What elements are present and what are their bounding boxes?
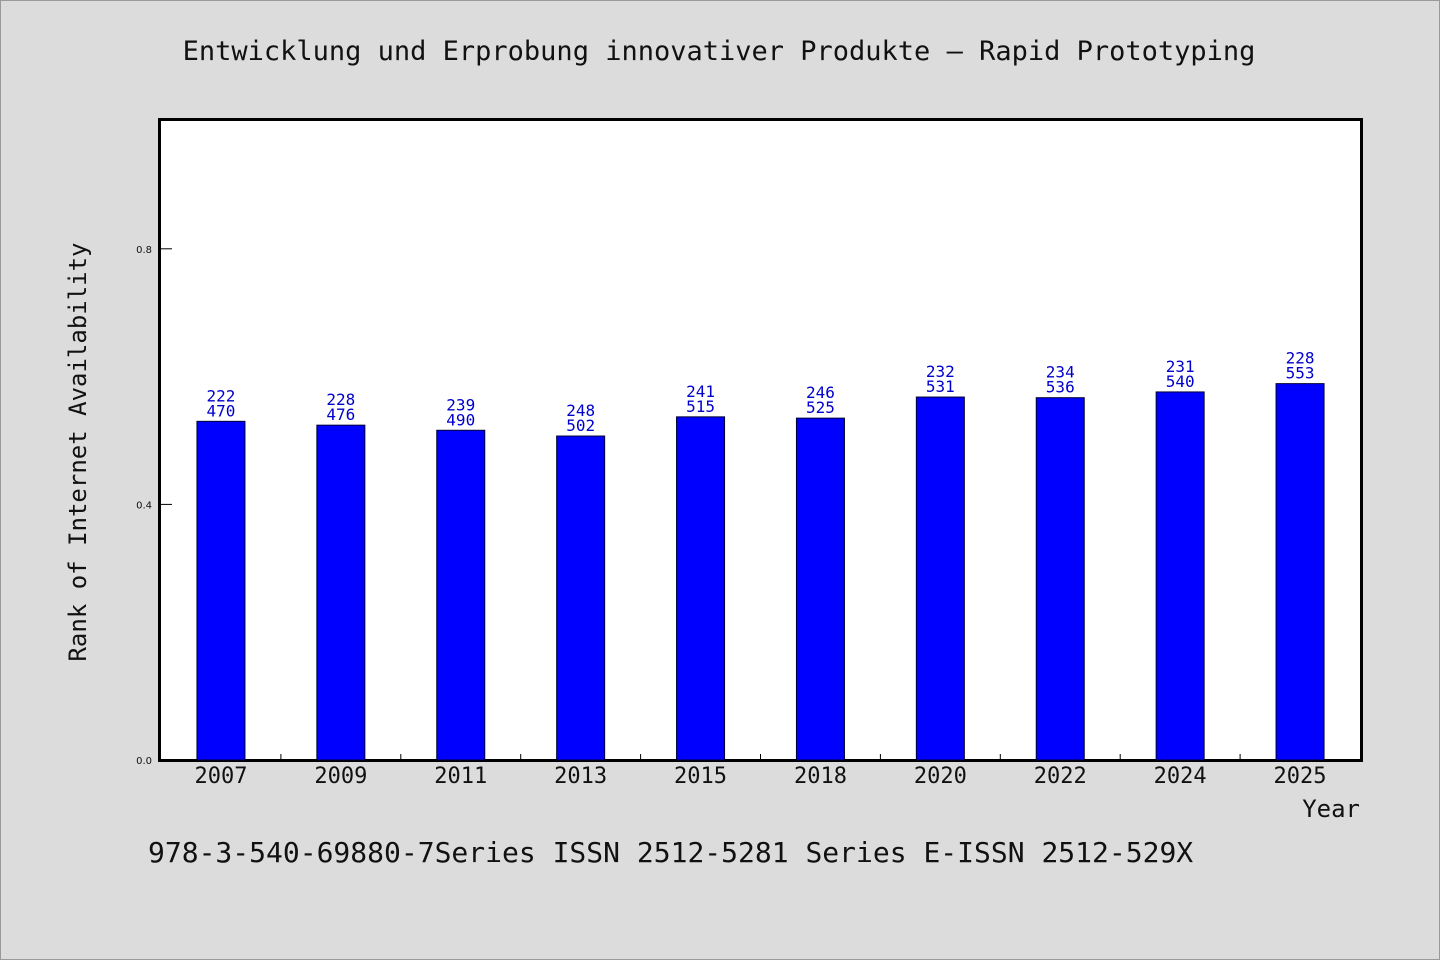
y-tick-label: 0.4 [136, 500, 152, 511]
bar-data-label-top: 231 [1166, 357, 1195, 376]
bar [436, 429, 486, 761]
bar-data-label-top: 228 [1286, 349, 1315, 368]
bar-data-label-top: 228 [326, 390, 355, 409]
bar-data-label-top: 246 [806, 383, 835, 402]
x-tick-label: 2011 [434, 764, 487, 789]
bar-data-label-top: 241 [686, 382, 715, 401]
bar [915, 396, 965, 761]
bar [1275, 383, 1325, 761]
bar-data-label-bottom: 525 [806, 398, 835, 417]
bar-data-label-top: 232 [926, 362, 955, 381]
bar-data-label-bottom: 476 [326, 405, 355, 424]
bars [196, 383, 1325, 761]
bar [676, 416, 726, 761]
x-axis-label: Year [1302, 795, 1360, 823]
bar-data-label-bottom: 470 [206, 401, 235, 420]
footer-isbn-text: 978-3-540-69880-7Series ISSN 2512-5281 S… [148, 836, 1193, 869]
bar-data-label-top: 222 [206, 386, 235, 405]
bar-data-label-top: 234 [1046, 363, 1075, 382]
bar-data-label-bottom: 536 [1046, 378, 1075, 397]
x-tick-labels: 2007 2009 2011 2013 2015 2018 2020 2022 2024 2025 [194, 764, 1326, 789]
x-tick-label: 2009 [314, 764, 367, 789]
y-tick-label: 0.8 [136, 245, 152, 256]
x-tick-label: 2018 [794, 764, 847, 789]
bar [1155, 391, 1205, 761]
bar-data-label-bottom: 502 [566, 416, 595, 435]
bar [556, 435, 606, 761]
x-tick-label: 2015 [674, 764, 727, 789]
x-tick-label: 2007 [194, 764, 247, 789]
bar-data-label-bottom: 490 [446, 410, 475, 429]
x-tick-label: 2022 [1034, 764, 1087, 789]
bar-data-label-top: 248 [566, 401, 595, 420]
x-tick-label: 2020 [914, 764, 967, 789]
bar-data-label-bottom: 553 [1286, 364, 1315, 383]
bar [196, 420, 246, 761]
bar-data-label-bottom: 540 [1166, 372, 1195, 391]
axis-ticks [160, 248, 1241, 761]
y-tick-label: 0.0 [136, 756, 152, 767]
x-tick-label: 2025 [1274, 764, 1327, 789]
bar-data-label-bottom: 515 [686, 397, 715, 416]
bar [795, 417, 845, 761]
y-tick-labels: 0.0 0.4 0.8 [136, 245, 152, 767]
bar-data-label-bottom: 531 [926, 377, 955, 396]
bar [1035, 397, 1085, 761]
bar-data-label-top: 239 [446, 395, 475, 414]
x-tick-label: 2013 [554, 764, 607, 789]
bar [316, 424, 366, 761]
y-axis-label: Rank of Internet Availability [64, 242, 92, 661]
x-tick-label: 2024 [1154, 764, 1207, 789]
chart-title: Entwicklung und Erprobung innovativer Pr… [183, 36, 1256, 67]
